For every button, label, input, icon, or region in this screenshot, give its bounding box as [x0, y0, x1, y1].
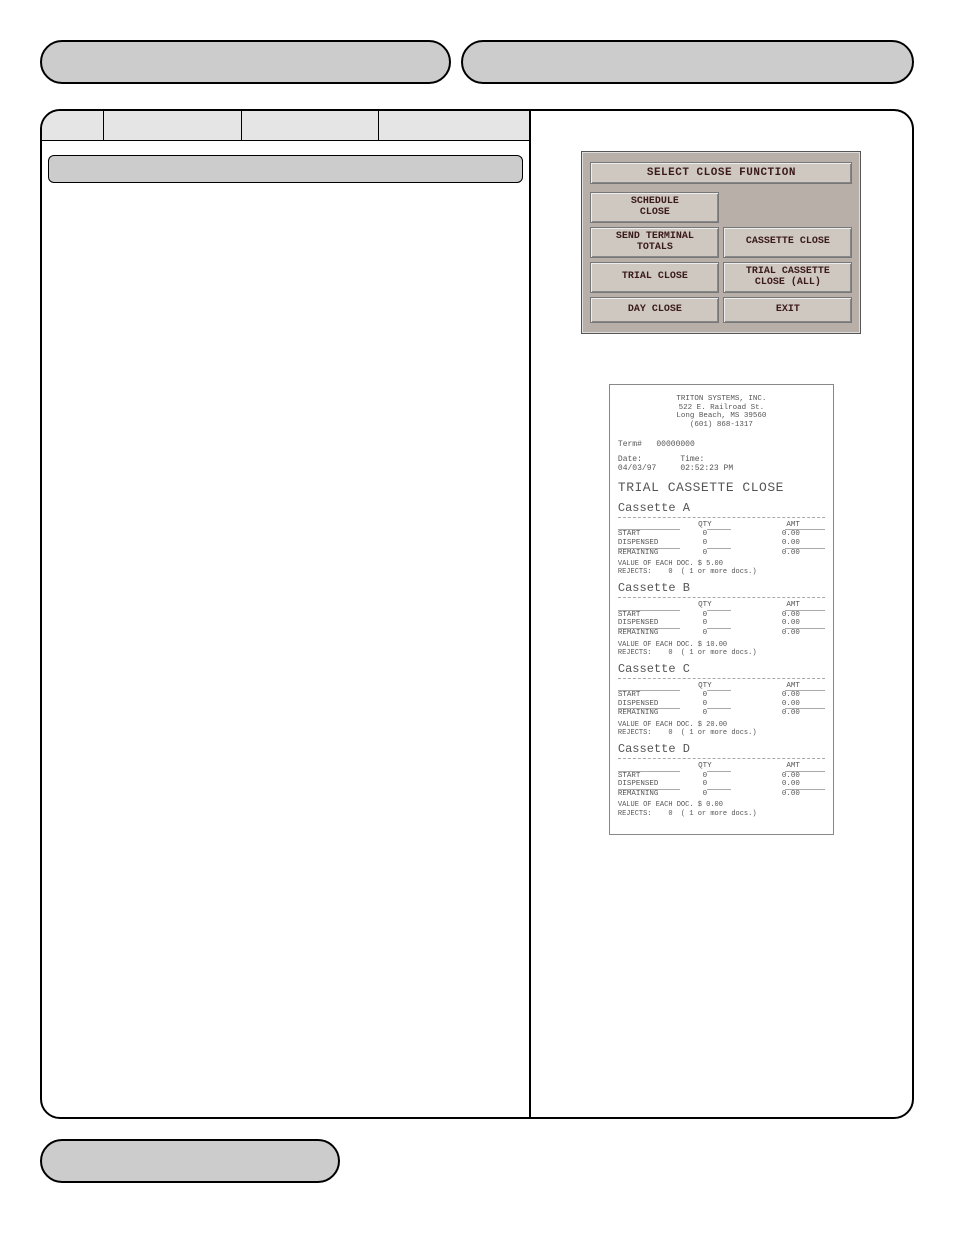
- tab-3[interactable]: [242, 111, 379, 140]
- top-pill-right: [461, 40, 914, 84]
- disp-qty: 0: [680, 700, 730, 709]
- cassette-section: Cassette B QTY AMT START 0 0.00 DISPENSE…: [618, 582, 825, 656]
- rem-amt: 0.00: [730, 709, 800, 718]
- col-amt: AMT: [730, 762, 800, 771]
- main-frame: SELECT CLOSE FUNCTION SCHEDULE CLOSE SEN…: [40, 109, 914, 1119]
- start-amt: 0.00: [730, 530, 800, 539]
- rem-qty: 0: [680, 709, 730, 718]
- col-amt: AMT: [730, 601, 800, 610]
- start-amt: 0.00: [730, 611, 800, 620]
- row-dispensed-label: DISPENSED: [618, 539, 680, 548]
- tab-2[interactable]: [104, 111, 241, 140]
- row-remaining-label: REMAINING: [618, 549, 680, 558]
- row-remaining-label: REMAINING: [618, 790, 680, 799]
- receipt-term: Term# 00000000: [618, 440, 825, 449]
- rem-qty: 0: [680, 629, 730, 638]
- time-value: 02:52:23 PM: [680, 464, 733, 473]
- rem-amt: 0.00: [730, 790, 800, 799]
- term-label: Term#: [618, 440, 642, 449]
- receipt-header: TRITON SYSTEMS, INC. 522 E. Railroad St.…: [618, 395, 825, 430]
- col-amt: AMT: [730, 682, 800, 691]
- rem-qty: 0: [680, 549, 730, 558]
- rejects-line: REJECTS: 0 ( 1 or more docs.): [618, 568, 825, 576]
- disp-amt: 0.00: [730, 780, 800, 789]
- cassette-name: Cassette D: [618, 743, 825, 757]
- rem-amt: 0.00: [730, 549, 800, 558]
- row-remaining-label: REMAINING: [618, 629, 680, 638]
- start-qty: 0: [680, 611, 730, 620]
- rem-amt: 0.00: [730, 629, 800, 638]
- col-qty: QTY: [680, 682, 730, 691]
- rejects-line: REJECTS: 0 ( 1 or more docs.): [618, 649, 825, 657]
- tab-1[interactable]: [42, 111, 104, 140]
- sub-header-bar: [48, 155, 523, 183]
- rem-qty: 0: [680, 790, 730, 799]
- schedule-close-button[interactable]: SCHEDULE CLOSE: [590, 192, 719, 223]
- receipt: TRITON SYSTEMS, INC. 522 E. Railroad St.…: [609, 384, 834, 835]
- right-column: SELECT CLOSE FUNCTION SCHEDULE CLOSE SEN…: [531, 111, 912, 1117]
- start-qty: 0: [680, 530, 730, 539]
- receipt-title: TRIAL CASSETTE CLOSE: [618, 481, 825, 496]
- tab-bar: [42, 111, 529, 141]
- cassette-section: Cassette D QTY AMT START 0 0.00 DISPENSE…: [618, 743, 825, 817]
- col-qty: QTY: [680, 762, 730, 771]
- row-remaining-label: REMAINING: [618, 709, 680, 718]
- start-amt: 0.00: [730, 772, 800, 781]
- disp-qty: 0: [680, 619, 730, 628]
- disp-amt: 0.00: [730, 619, 800, 628]
- exit-button[interactable]: EXIT: [723, 297, 852, 323]
- date-label: Date:: [618, 455, 656, 464]
- atm-screen: SELECT CLOSE FUNCTION SCHEDULE CLOSE SEN…: [581, 151, 861, 334]
- row-dispensed-label: DISPENSED: [618, 700, 680, 709]
- col-qty: QTY: [680, 601, 730, 610]
- cassette-name: Cassette A: [618, 502, 825, 516]
- row-start-label: START: [618, 611, 680, 620]
- row-start-label: START: [618, 691, 680, 700]
- cassette-section: Cassette A QTY AMT START 0 0.00 DISPENSE…: [618, 502, 825, 576]
- bottom-pill: [40, 1139, 340, 1183]
- value-each-line: VALUE OF EACH DOC. $ 0.00: [618, 801, 825, 809]
- row-start-label: START: [618, 772, 680, 781]
- receipt-datetime: Date: 04/03/97 Time: 02:52:23 PM: [618, 455, 825, 473]
- left-column: [42, 111, 531, 1117]
- row-dispensed-label: DISPENSED: [618, 780, 680, 789]
- row-dispensed-label: DISPENSED: [618, 619, 680, 628]
- disp-qty: 0: [680, 539, 730, 548]
- receipt-header-line: TRITON SYSTEMS, INC.: [618, 395, 825, 404]
- start-qty: 0: [680, 772, 730, 781]
- tab-4[interactable]: [379, 111, 529, 140]
- value-each-line: VALUE OF EACH DOC. $ 10.00: [618, 641, 825, 649]
- start-qty: 0: [680, 691, 730, 700]
- trial-close-button[interactable]: TRIAL CLOSE: [590, 262, 719, 293]
- term-value: 00000000: [656, 440, 694, 449]
- start-amt: 0.00: [730, 691, 800, 700]
- value-each-line: VALUE OF EACH DOC. $ 5.00: [618, 560, 825, 568]
- atm-title: SELECT CLOSE FUNCTION: [590, 162, 852, 184]
- col-qty: QTY: [680, 521, 730, 530]
- atm-blank-slot: [723, 192, 852, 223]
- cassette-name: Cassette C: [618, 663, 825, 677]
- col-amt: AMT: [730, 521, 800, 530]
- rejects-line: REJECTS: 0 ( 1 or more docs.): [618, 810, 825, 818]
- time-label: Time:: [680, 455, 733, 464]
- receipt-header-line: 522 E. Railroad St.: [618, 404, 825, 413]
- disp-amt: 0.00: [730, 700, 800, 709]
- disp-qty: 0: [680, 780, 730, 789]
- date-value: 04/03/97: [618, 464, 656, 473]
- receipt-header-line: (601) 868-1317: [618, 421, 825, 430]
- send-terminal-totals-button[interactable]: SEND TERMINAL TOTALS: [590, 227, 719, 258]
- rejects-line: REJECTS: 0 ( 1 or more docs.): [618, 729, 825, 737]
- day-close-button[interactable]: DAY CLOSE: [590, 297, 719, 323]
- receipt-header-line: Long Beach, MS 39560: [618, 412, 825, 421]
- cassette-section: Cassette C QTY AMT START 0 0.00 DISPENSE…: [618, 663, 825, 737]
- value-each-line: VALUE OF EACH DOC. $ 20.00: [618, 721, 825, 729]
- top-pill-left: [40, 40, 451, 84]
- disp-amt: 0.00: [730, 539, 800, 548]
- trial-cassette-close-all-button[interactable]: TRIAL CASSETTE CLOSE (ALL): [723, 262, 852, 293]
- cassette-close-button[interactable]: CASSETTE CLOSE: [723, 227, 852, 258]
- cassette-name: Cassette B: [618, 582, 825, 596]
- row-start-label: START: [618, 530, 680, 539]
- left-body: [42, 183, 529, 1083]
